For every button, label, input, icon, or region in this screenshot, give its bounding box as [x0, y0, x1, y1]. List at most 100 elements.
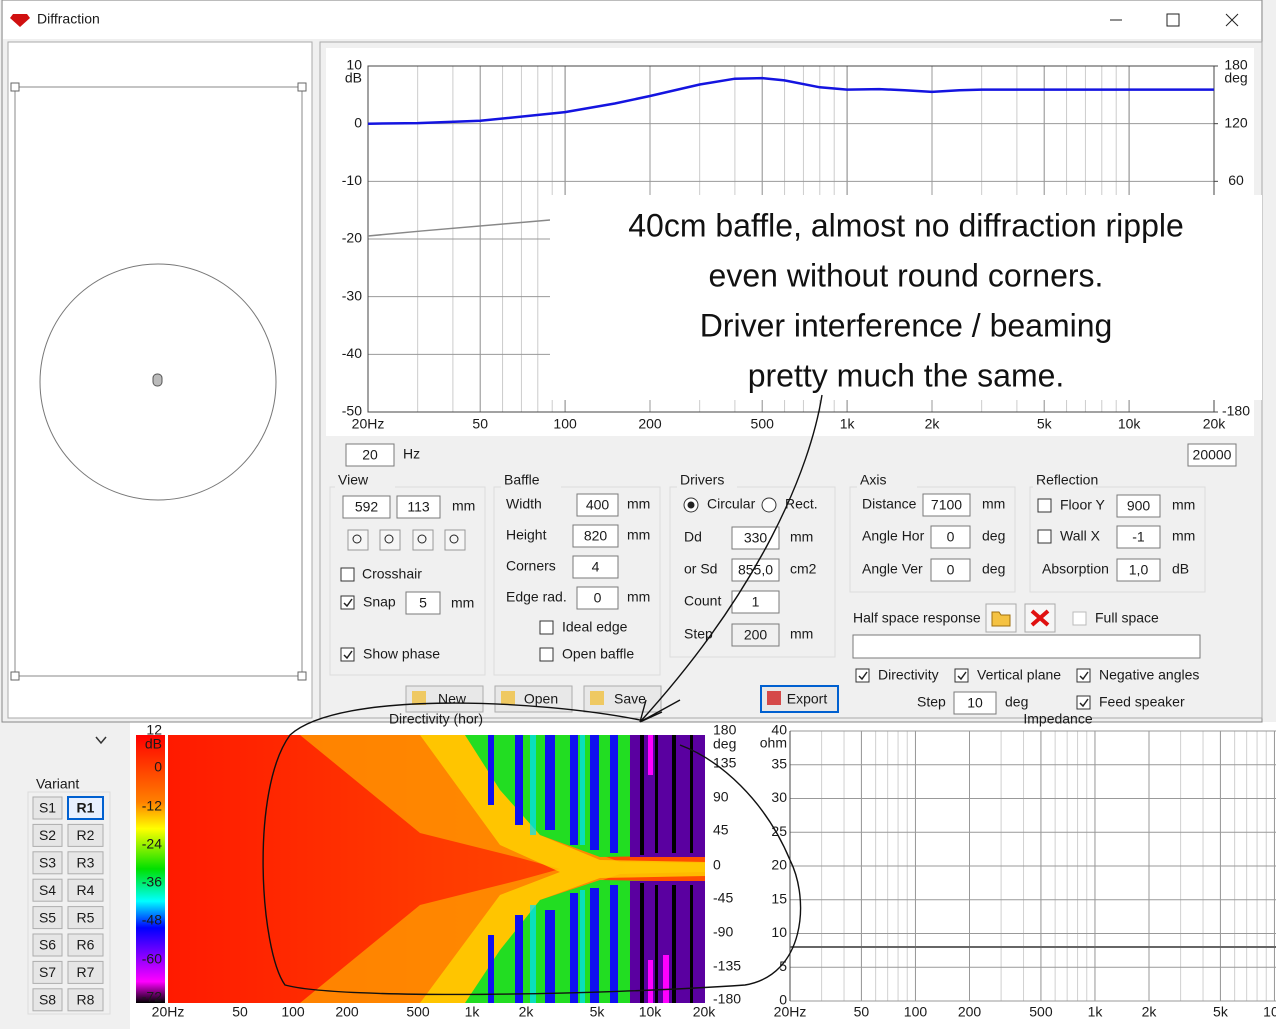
maximize-button[interactable] — [1166, 13, 1180, 27]
file-path-input[interactable] — [852, 634, 1201, 659]
text-input[interactable] — [405, 591, 441, 615]
label: Show phase — [363, 646, 440, 662]
text-input[interactable] — [1116, 494, 1161, 518]
variant-button[interactable] — [67, 960, 104, 984]
checkbox[interactable] — [539, 647, 554, 662]
variant-button[interactable] — [67, 933, 104, 957]
text-input[interactable] — [1116, 558, 1161, 582]
x-tick-label: 10k — [1118, 416, 1142, 432]
response-curve — [367, 76, 1214, 125]
text-input[interactable] — [922, 493, 971, 517]
variant-label: R8 — [77, 992, 95, 1008]
input-value: 820 — [584, 528, 608, 544]
zoom-button[interactable] — [347, 529, 369, 551]
checkbox[interactable] — [1072, 611, 1087, 626]
checkbox[interactable] — [855, 668, 870, 683]
checkbox[interactable] — [340, 567, 355, 582]
variant-button[interactable] — [67, 878, 104, 902]
checkbox[interactable] — [1037, 498, 1052, 513]
y-tick-label: -50 — [342, 403, 362, 419]
x-tick-label: 1k — [465, 1004, 481, 1020]
input-value: 200 — [744, 627, 768, 643]
variant-label: S6 — [39, 937, 56, 953]
text-input[interactable] — [345, 443, 395, 467]
y-tick-label: 10 — [346, 57, 362, 73]
variant-button[interactable] — [32, 906, 63, 930]
input-value: 0 — [594, 590, 602, 606]
text-input[interactable] — [572, 524, 619, 548]
checkbox[interactable] — [1076, 695, 1091, 710]
text-input[interactable] — [953, 691, 997, 715]
radio-button[interactable] — [761, 497, 777, 513]
zoom-button[interactable] — [412, 529, 434, 551]
variant-button[interactable] — [67, 796, 104, 820]
colorbar-label: -60 — [142, 951, 162, 967]
group-title-bg — [335, 479, 395, 493]
button-label: Export — [787, 691, 828, 707]
field-label: Distance — [862, 496, 917, 512]
text-input[interactable] — [930, 558, 971, 582]
group-title: Baffle — [504, 472, 540, 488]
text-input[interactable] — [342, 495, 391, 519]
text-input[interactable] — [576, 586, 619, 610]
close-button[interactable] — [1225, 13, 1239, 27]
text-input[interactable] — [572, 555, 619, 579]
variant-button[interactable] — [32, 960, 63, 984]
checkbox[interactable] — [1037, 529, 1052, 544]
variant-button[interactable] — [67, 823, 104, 847]
button-label: New — [438, 691, 467, 707]
checkbox[interactable] — [539, 620, 554, 635]
variant-button[interactable] — [32, 878, 63, 902]
button-icon — [412, 691, 426, 705]
text-input[interactable] — [930, 525, 971, 549]
variant-button[interactable] — [32, 933, 63, 957]
zoom-button[interactable] — [444, 529, 466, 551]
y2-unit: deg — [1224, 70, 1247, 86]
checkbox[interactable] — [954, 668, 969, 683]
unit: mm — [627, 527, 650, 543]
annotation-text: 40cm baffle, almost no diffraction rippl… — [628, 207, 1184, 243]
text-input[interactable] — [731, 590, 780, 614]
check-mark — [343, 650, 353, 660]
x-tick-label: 20Hz — [152, 1004, 185, 1020]
input-value: 400 — [586, 497, 610, 513]
x-tick-label: 20k — [693, 1004, 717, 1020]
variant-button[interactable] — [32, 988, 63, 1012]
group-title-bg — [857, 479, 917, 493]
checkbox[interactable] — [1076, 668, 1091, 683]
text-input[interactable] — [1187, 443, 1237, 467]
dropdown-chevron[interactable] — [95, 736, 107, 745]
variant-button[interactable] — [32, 851, 63, 875]
group-box — [849, 486, 1016, 593]
text-input[interactable] — [731, 526, 780, 550]
check-mark — [957, 671, 967, 681]
y-tick-label: 15 — [771, 890, 787, 906]
label: Directivity — [878, 667, 939, 683]
variant-button[interactable] — [67, 851, 104, 875]
text-input[interactable] — [731, 558, 780, 582]
checkbox[interactable] — [340, 595, 355, 610]
unit: mm — [1172, 528, 1195, 544]
text-input[interactable] — [576, 493, 619, 517]
check-mark — [1079, 698, 1089, 708]
y-unit: dB — [345, 70, 362, 86]
resize-handles[interactable] — [10, 82, 307, 681]
directivity-heatmap — [168, 735, 705, 1003]
driver-circle[interactable] — [39, 263, 277, 501]
label: Negative angles — [1099, 667, 1199, 683]
text-input[interactable] — [1116, 525, 1161, 549]
zoom-button[interactable] — [379, 529, 401, 551]
variant-button[interactable] — [67, 988, 104, 1012]
unit: mm — [790, 529, 813, 545]
variant-label: R4 — [77, 882, 95, 898]
variant-button[interactable] — [32, 823, 63, 847]
x-tick-label: 10k — [639, 1004, 663, 1020]
checkbox[interactable] — [340, 647, 355, 662]
y2-tick-label: -180 — [1222, 403, 1250, 419]
variant-button[interactable] — [32, 796, 63, 820]
text-input[interactable] — [731, 623, 780, 647]
y2-tick-label: 120 — [1224, 114, 1248, 130]
input-value: 7100 — [931, 497, 962, 513]
text-input[interactable] — [396, 495, 441, 519]
variant-button[interactable] — [67, 906, 104, 930]
